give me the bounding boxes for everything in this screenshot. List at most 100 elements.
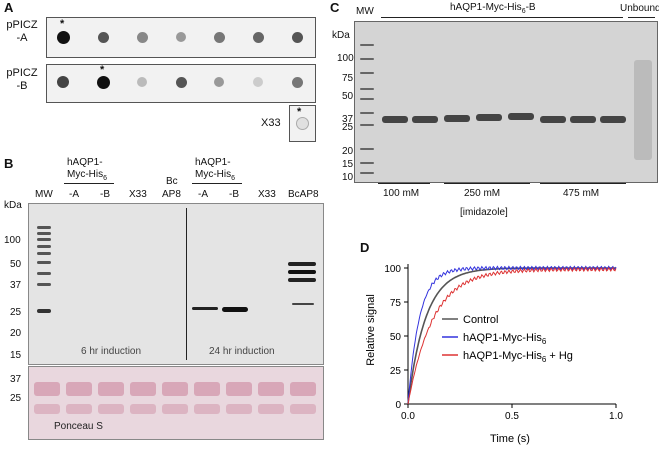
ponceau-lane-low xyxy=(290,404,316,414)
legend-label-hAQP1: hAQP1-Myc-His6 xyxy=(463,332,547,346)
marker-c-15: 15 xyxy=(342,159,354,170)
dot-b-7 xyxy=(291,76,303,88)
lane-label-b2: -B xyxy=(100,189,110,200)
group1-subscript: 6 xyxy=(103,175,108,182)
mw-label-c: MW xyxy=(356,6,374,17)
row-a-label-line1: pPICZ xyxy=(6,19,38,31)
legend-label-hAQP1-hg: hAQP1-Myc-His6 + Hg xyxy=(463,350,573,364)
lane-label-b4a: Bc xyxy=(166,176,178,187)
ponceau-lane xyxy=(194,382,220,396)
gel-ladder-band xyxy=(360,124,374,126)
group2-header-line1: hAQP1- xyxy=(195,157,231,168)
lane-label-b5: -A xyxy=(198,189,208,200)
mw-ladder-band xyxy=(37,232,51,235)
ponceau-lane xyxy=(226,382,252,396)
gel-ladder-band xyxy=(360,172,374,174)
mw-ladder-band xyxy=(37,261,51,264)
induction-6hr-label: 6 hr induction xyxy=(81,346,142,357)
panel-c-label: C xyxy=(330,0,340,15)
legend-hg-suffix: + Hg xyxy=(546,350,573,362)
marker-b-100: 100 xyxy=(4,235,21,246)
y-tick-label: 75 xyxy=(390,298,402,309)
gel-ladder-band xyxy=(360,112,374,114)
mw-ladder-band xyxy=(37,226,51,229)
ponceau-lane-low xyxy=(98,404,124,414)
conc-label-475: 475 mM xyxy=(563,188,600,199)
lane-label-b4b: AP8 xyxy=(162,189,181,200)
western-blot: 6 hr induction 24 hr induction xyxy=(28,203,324,365)
marker-b-20: 20 xyxy=(10,328,22,339)
ponceau-lane-low xyxy=(66,404,92,414)
dot-a-4 xyxy=(176,32,186,42)
panel-d-label: D xyxy=(360,240,370,255)
lane-label-b7: X33 xyxy=(258,189,276,200)
asterisk-3: * xyxy=(297,106,302,118)
blot-divider xyxy=(186,208,187,360)
group1-header: hAQP1- Myc-His6 xyxy=(67,157,107,185)
dot-a-7 xyxy=(291,31,303,43)
ponceau-lane-low xyxy=(226,404,252,414)
gel-ladder-band xyxy=(360,44,374,46)
gel-ladder-band xyxy=(360,148,374,150)
ponceau-marker-37: 37 xyxy=(10,374,22,385)
y-axis-label: Relative signal xyxy=(365,294,377,366)
sds-page-gel xyxy=(354,21,658,183)
x-tick-label: 1.0 xyxy=(609,411,623,422)
gel-ladder-band xyxy=(360,162,374,164)
conc-label-250: 250 mM xyxy=(464,188,501,199)
bcap8-band-1 xyxy=(288,262,316,266)
ponceau-marker-25: 25 xyxy=(10,393,22,404)
group1-construct: Myc-His xyxy=(67,169,104,180)
row-a-label: pPICZ -A xyxy=(2,19,42,45)
x-axis-label: Time (s) xyxy=(490,433,530,445)
x-tick-label: 0.5 xyxy=(505,411,519,422)
group2-bracket xyxy=(192,183,242,184)
marker-c-50: 50 xyxy=(342,91,354,102)
row-a-label-line2: -A xyxy=(16,32,28,44)
kda-label-b: kDa xyxy=(4,200,22,211)
ponceau-lane-low xyxy=(130,404,156,414)
dot-b-6 xyxy=(253,77,263,87)
marker-c-75: 75 xyxy=(342,73,354,84)
unbound-bracket xyxy=(628,17,655,18)
ponceau-blot: Ponceau S xyxy=(28,366,324,440)
bcap8-band-2 xyxy=(288,270,316,274)
gel-protein-band xyxy=(570,116,596,123)
legend-hg-sub: 6 xyxy=(542,355,547,364)
dot-a-5 xyxy=(213,31,225,43)
ponceau-lane-low xyxy=(34,404,60,414)
gel-ladder-band xyxy=(360,88,374,90)
ponceau-lane xyxy=(258,382,284,396)
dot-b-4 xyxy=(175,76,187,88)
panel-c-title: hAQP1-Myc-His6-B xyxy=(450,2,536,15)
gel-protein-band xyxy=(600,116,626,123)
dot-a-2 xyxy=(97,31,109,43)
marker-c-25: 25 xyxy=(342,122,354,133)
dot-b-2 xyxy=(96,75,110,89)
panel-b-label: B xyxy=(4,156,14,171)
dot-b-1 xyxy=(57,76,69,88)
mw-ladder-band xyxy=(37,252,51,255)
conc-bracket-100 xyxy=(378,183,430,184)
marker-c-37: 37 xyxy=(342,114,354,125)
conc-label-100: 100 mM xyxy=(383,188,420,199)
gel-protein-band xyxy=(476,114,502,121)
legend-hg-main: hAQP1-Myc-His xyxy=(463,350,542,362)
legend-hAQP1-main: hAQP1-Myc-His xyxy=(463,332,542,344)
legend-hAQP1-sub: 6 xyxy=(542,337,547,346)
band-24hr-b xyxy=(222,307,248,312)
dot-b-3 xyxy=(137,77,147,87)
asterisk-1: * xyxy=(60,18,65,30)
mw-ladder-band xyxy=(37,245,51,248)
panel-a-label: A xyxy=(4,0,14,15)
conc-bracket-475 xyxy=(540,183,626,184)
dot-x33 xyxy=(296,117,309,130)
ponceau-lane xyxy=(162,382,188,396)
panel-c-title-sub: 6 xyxy=(521,8,526,15)
group2-header: hAQP1- Myc-His6 xyxy=(195,157,235,185)
ponceau-lane-low xyxy=(162,404,188,414)
legend-label-control: Control xyxy=(463,314,498,326)
band-24hr-a xyxy=(192,307,218,310)
y-tick-label: 100 xyxy=(384,264,401,275)
dot-a-3 xyxy=(136,31,148,43)
